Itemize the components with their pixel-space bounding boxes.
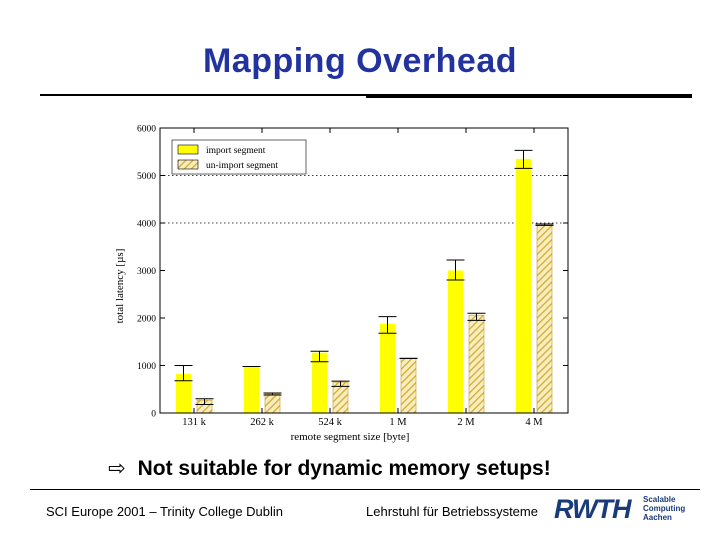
footer-divider [30, 489, 700, 490]
bar-import-4 [448, 270, 463, 413]
rwth-logo: RWTH Scalable Computing Aachen [554, 494, 694, 524]
legend-label: un-import segment [206, 161, 278, 171]
logo-wordmark: RWTH [554, 494, 631, 524]
bar-import-5 [516, 158, 531, 413]
logo-line-2: Computing [643, 504, 686, 513]
y-tick-label: 2000 [137, 315, 156, 325]
footer-department: Lehrstuhl für Betriebssysteme [366, 504, 538, 519]
y-tick-label: 0 [151, 410, 156, 420]
y-tick-label: 4000 [137, 220, 156, 230]
x-tick-label: 524 k [318, 417, 342, 428]
bar-unimport-4 [468, 314, 485, 414]
logo-line-1: Scalable [643, 495, 676, 504]
y-axis-label: total latency [µs] [114, 249, 126, 324]
bar-unimport-3 [400, 358, 417, 414]
x-tick-label: 2 M [457, 417, 475, 428]
x-tick-label: 4 M [525, 417, 543, 428]
bar-unimport-1 [264, 393, 281, 414]
legend-label: import segment [206, 146, 266, 156]
footer-conference: SCI Europe 2001 – Trinity College Dublin [46, 504, 284, 519]
bar-import-1 [244, 366, 259, 413]
legend-swatch [177, 144, 199, 155]
bullet-text: Not suitable for dynamic memory setups! [137, 457, 551, 480]
slide-title: Mapping Overhead [202, 42, 518, 80]
bullet-point: ⇨ Not suitable for dynamic memory setups! [108, 456, 551, 481]
y-tick-label: 3000 [137, 267, 156, 277]
latency-bar-chart: 0 1000 2000 3000 4000 5000 6000 131 k 262 k 524 k… [114, 125, 569, 443]
bar-import-2 [312, 352, 327, 413]
legend-swatch [177, 159, 199, 170]
x-tick-label: 1 M [389, 417, 407, 428]
y-tick-label: 1000 [137, 362, 156, 372]
logo-line-3: Aachen [643, 513, 672, 522]
title-divider-accent [366, 94, 692, 98]
x-tick-label: 131 k [182, 417, 206, 428]
y-tick-label: 6000 [137, 125, 156, 135]
bar-unimport-5 [536, 225, 553, 414]
y-tick-label: 5000 [137, 172, 156, 182]
arrow-bullet-icon: ⇨ [108, 456, 126, 480]
bar-import-3 [380, 323, 395, 413]
bar-import-0 [176, 374, 191, 413]
x-tick-label: 262 k [250, 417, 274, 428]
x-axis-label: remote segment size [byte] [291, 431, 410, 443]
